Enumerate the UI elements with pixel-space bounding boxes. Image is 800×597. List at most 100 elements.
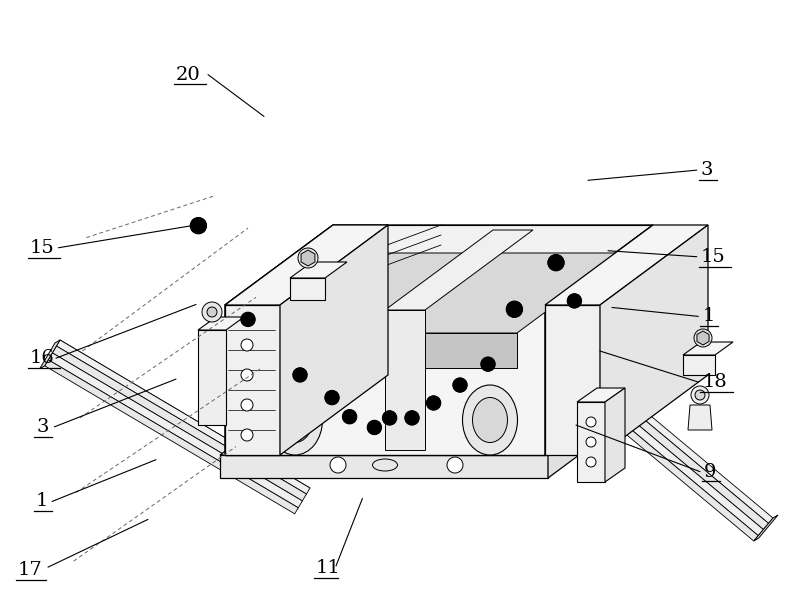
Circle shape [567, 294, 582, 308]
Polygon shape [280, 225, 388, 455]
Text: 3: 3 [701, 161, 714, 179]
Polygon shape [545, 225, 653, 455]
Polygon shape [545, 305, 600, 455]
Polygon shape [688, 405, 712, 430]
Circle shape [506, 301, 522, 317]
Circle shape [241, 312, 255, 327]
Ellipse shape [278, 398, 313, 442]
Circle shape [586, 457, 596, 467]
Circle shape [330, 457, 346, 473]
Polygon shape [385, 230, 533, 310]
Polygon shape [385, 310, 425, 450]
Polygon shape [225, 305, 545, 455]
Circle shape [548, 255, 564, 270]
Polygon shape [220, 375, 656, 455]
Polygon shape [683, 342, 733, 355]
Text: 15: 15 [30, 239, 54, 257]
Polygon shape [253, 253, 625, 333]
Circle shape [481, 357, 495, 371]
Circle shape [293, 368, 307, 382]
Ellipse shape [473, 398, 507, 442]
Polygon shape [600, 225, 708, 455]
Circle shape [405, 411, 419, 425]
Polygon shape [253, 333, 517, 368]
Polygon shape [605, 388, 625, 482]
Text: 11: 11 [316, 559, 341, 577]
Circle shape [506, 301, 522, 317]
Polygon shape [225, 225, 333, 455]
Polygon shape [225, 225, 653, 305]
Circle shape [241, 399, 253, 411]
Polygon shape [520, 321, 769, 530]
Circle shape [325, 390, 339, 405]
Ellipse shape [462, 385, 518, 455]
Circle shape [691, 386, 709, 404]
Polygon shape [577, 388, 625, 402]
Circle shape [342, 410, 357, 424]
Circle shape [342, 410, 357, 424]
Polygon shape [220, 455, 548, 478]
Text: 1: 1 [702, 307, 714, 325]
Circle shape [586, 417, 596, 427]
Polygon shape [57, 340, 310, 494]
Circle shape [586, 437, 596, 447]
Polygon shape [45, 360, 298, 514]
Circle shape [694, 329, 712, 347]
Circle shape [481, 357, 495, 371]
Polygon shape [290, 262, 347, 278]
Circle shape [298, 248, 318, 268]
Polygon shape [683, 355, 715, 375]
Polygon shape [545, 225, 708, 305]
Circle shape [207, 307, 217, 317]
Polygon shape [52, 346, 306, 501]
Polygon shape [198, 317, 244, 330]
Circle shape [325, 390, 339, 405]
Polygon shape [515, 327, 763, 536]
Ellipse shape [373, 459, 398, 471]
Text: 20: 20 [176, 66, 201, 84]
Polygon shape [198, 330, 226, 425]
Ellipse shape [267, 385, 322, 455]
Circle shape [447, 457, 463, 473]
Polygon shape [301, 250, 315, 266]
Text: 3: 3 [36, 418, 49, 436]
Circle shape [241, 369, 253, 381]
Polygon shape [754, 515, 778, 541]
Circle shape [241, 312, 255, 327]
Polygon shape [577, 402, 605, 482]
Circle shape [382, 411, 397, 425]
Polygon shape [40, 340, 60, 369]
Circle shape [190, 218, 206, 233]
Polygon shape [290, 278, 325, 300]
Text: 17: 17 [18, 561, 42, 579]
Circle shape [426, 396, 441, 410]
Text: 1: 1 [36, 493, 48, 510]
Circle shape [453, 378, 467, 392]
Circle shape [241, 429, 253, 441]
Polygon shape [510, 333, 758, 541]
Polygon shape [48, 353, 302, 508]
Circle shape [695, 390, 705, 400]
Text: 16: 16 [30, 349, 54, 367]
Circle shape [567, 294, 582, 308]
Polygon shape [225, 375, 653, 455]
Polygon shape [225, 225, 388, 305]
Circle shape [241, 339, 253, 351]
Circle shape [453, 378, 467, 392]
Circle shape [699, 334, 707, 342]
Circle shape [367, 420, 382, 435]
Polygon shape [225, 305, 280, 455]
Circle shape [303, 253, 313, 263]
Text: 18: 18 [702, 373, 727, 391]
Circle shape [190, 218, 206, 233]
Circle shape [548, 255, 564, 270]
Circle shape [426, 396, 441, 410]
Text: 9: 9 [704, 463, 717, 481]
Circle shape [293, 368, 307, 382]
Polygon shape [697, 331, 709, 345]
Circle shape [382, 411, 397, 425]
Text: 15: 15 [701, 248, 726, 266]
Polygon shape [526, 315, 773, 524]
Polygon shape [548, 375, 656, 478]
Circle shape [405, 411, 419, 425]
